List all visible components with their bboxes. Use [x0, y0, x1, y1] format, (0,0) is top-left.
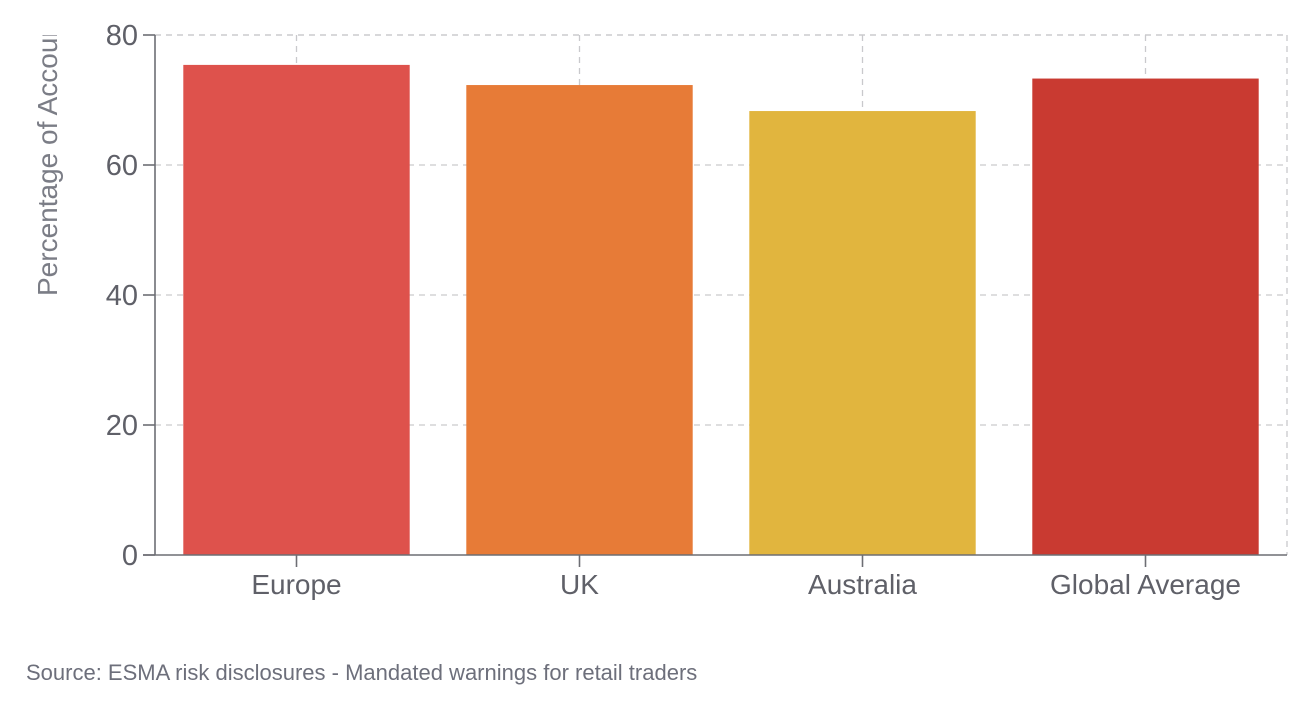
bar-uk: [466, 85, 693, 556]
bar-global-average: [1032, 78, 1259, 556]
x-tick-label: Europe: [251, 569, 341, 600]
y-axis-title: Percentage of Accounts Losing Money (%): [32, 0, 63, 296]
y-tick-label: 60: [106, 150, 138, 182]
source-note: Source: ESMA risk disclosures - Mandated…: [26, 660, 698, 685]
y-tick-label: 80: [106, 20, 138, 52]
bar-chart: 0 20 40 60 80 Europe UK Australia Global Average…: [32, 0, 1288, 600]
x-tick-label: Global Average: [1050, 569, 1241, 600]
axes: [143, 34, 1287, 567]
y-tick-label: 20: [106, 410, 138, 442]
y-tick-label: 40: [106, 280, 138, 312]
y-tick-label: 0: [122, 540, 138, 572]
x-tick-label: Australia: [808, 569, 917, 600]
x-tick-label: UK: [560, 569, 599, 600]
bar-europe: [183, 64, 410, 556]
bars: [183, 64, 1259, 556]
bar-australia: [749, 111, 976, 556]
axis-labels: 0 20 40 60 80 Europe UK Australia Global Average: [106, 20, 1241, 600]
